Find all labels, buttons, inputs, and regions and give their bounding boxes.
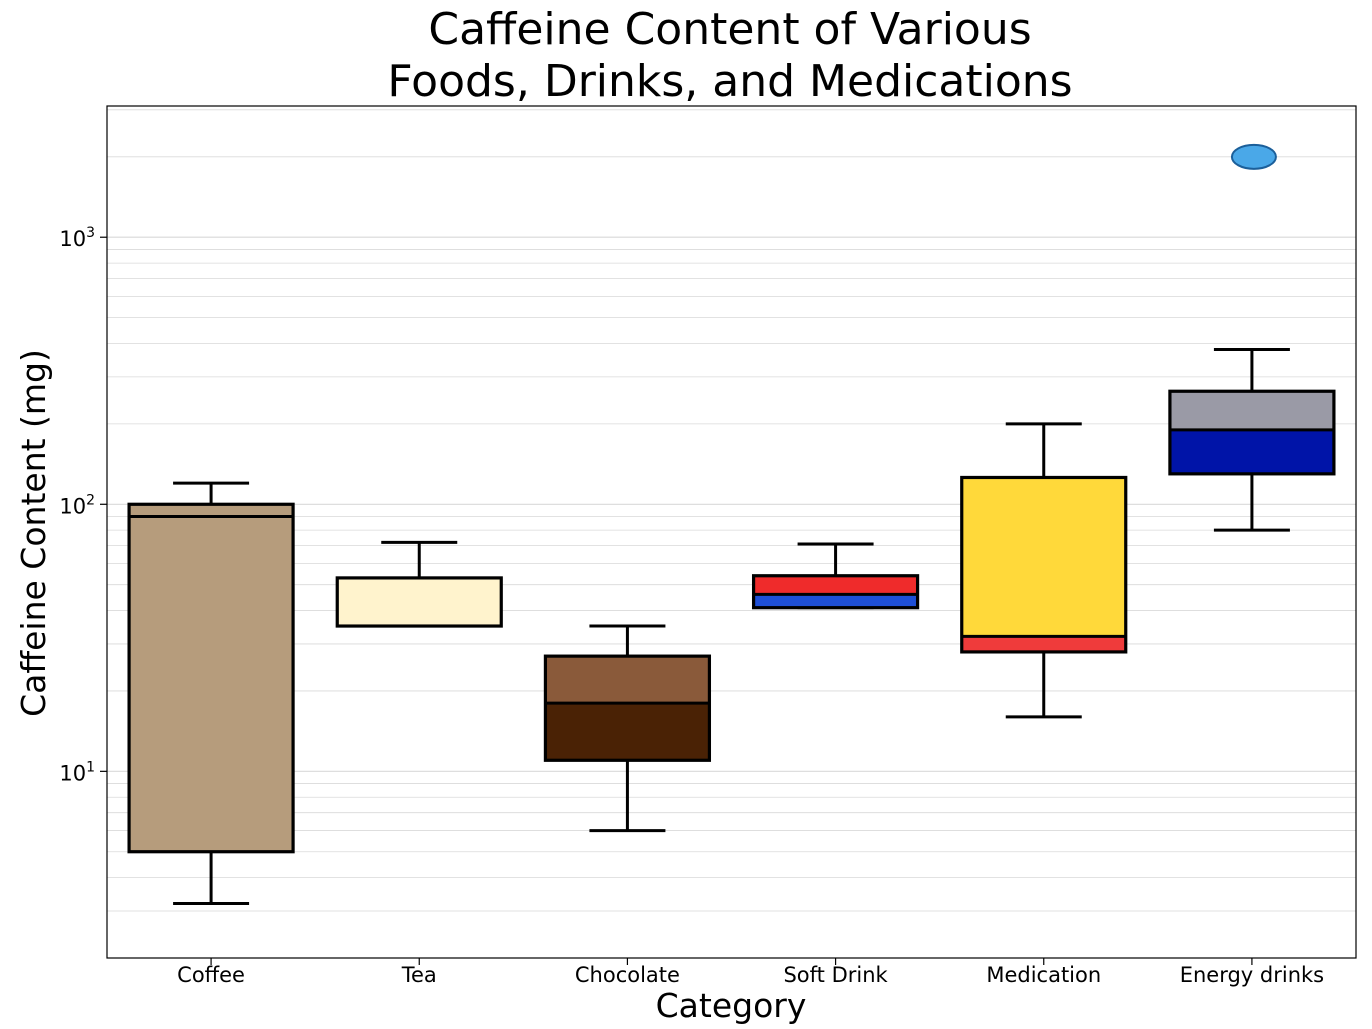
box-lower-fill	[545, 703, 710, 761]
x-tick-label: Energy drinks	[1180, 963, 1324, 987]
box-outline	[543, 654, 712, 762]
y-tick-label: 102	[59, 492, 95, 518]
grid-lines	[107, 109, 1356, 959]
chart-title-line-1: Caffeine Content of Various	[428, 4, 1032, 55]
y-axis-label: Caffeine Content (mg)	[14, 349, 53, 717]
y-tick-label: 103	[59, 225, 95, 251]
chart-title: Caffeine Content of Various Foods, Drink…	[0, 4, 1372, 108]
box-upper-fill	[753, 575, 918, 595]
x-tick-label: Soft Drink	[783, 963, 888, 987]
box-medication	[960, 422, 1128, 719]
box-chocolate	[543, 624, 712, 833]
box-upper-fill	[337, 577, 502, 627]
x-tick-label: Chocolate	[575, 963, 680, 987]
chart-title-line-2: Foods, Drinks, and Medications	[387, 56, 1073, 107]
box-lower-fill	[753, 594, 918, 608]
box-energy-drinks	[1168, 143, 1336, 532]
outlier-point	[1230, 143, 1277, 170]
x-tick-label: Medication	[986, 963, 1101, 987]
box-lower-fill	[961, 636, 1126, 652]
boxes	[127, 143, 1336, 905]
box-coffee	[127, 481, 295, 905]
box-tea	[335, 540, 503, 628]
box-upper-fill	[129, 504, 294, 517]
y-tick-label: 101	[59, 759, 95, 785]
box-upper-fill	[545, 656, 710, 704]
x-axis-ticks: Coffee Tea Chocolate Soft Drink Medication En…	[177, 958, 1324, 987]
x-axis-label: Category	[656, 986, 807, 1025]
x-tick-label: Tea	[401, 963, 437, 987]
y-axis-ticks: 101 102 103	[59, 225, 107, 785]
plot-frame	[106, 105, 1357, 959]
box-outline	[1168, 389, 1336, 476]
box-outline	[960, 475, 1128, 654]
box-lower-fill	[1169, 429, 1334, 474]
x-tick-label: Coffee	[177, 963, 245, 987]
box-soft-drink	[751, 542, 920, 610]
box-lower-fill	[129, 516, 294, 852]
box-upper-fill	[1169, 391, 1334, 430]
box-upper-fill	[961, 477, 1126, 637]
box-outline	[751, 574, 920, 610]
box-outline	[127, 502, 295, 854]
